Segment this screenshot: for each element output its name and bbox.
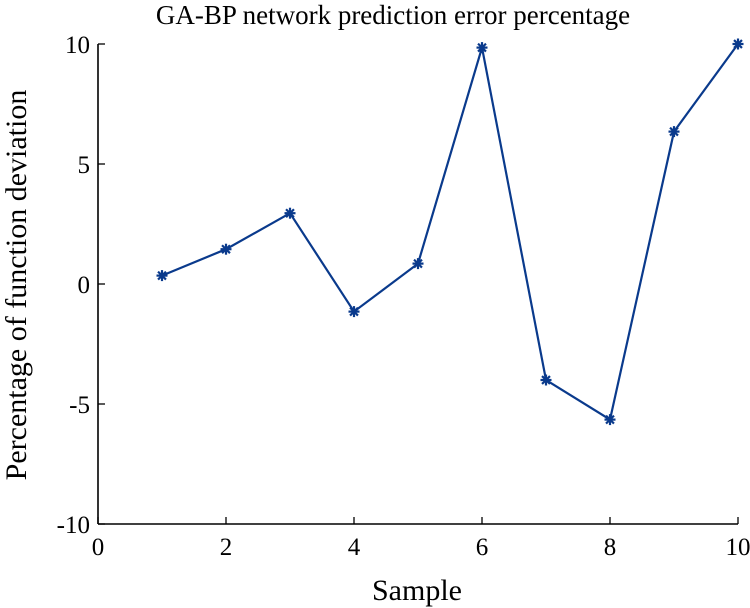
- data-point-marker: [412, 258, 424, 270]
- plot-axes: [97, 44, 738, 525]
- x-tick-label: 10: [726, 534, 750, 561]
- data-point-marker: [732, 38, 744, 50]
- x-tick-label: 6: [476, 534, 489, 561]
- x-tick-label: 4: [348, 534, 361, 561]
- y-tick-label: -10: [57, 512, 90, 539]
- data-point-marker: [284, 207, 296, 219]
- y-tick-label: 0: [78, 272, 91, 299]
- data-point-marker: [540, 374, 552, 386]
- series-layer: [156, 38, 744, 426]
- data-point-marker: [156, 270, 168, 282]
- data-point-marker: [476, 42, 488, 54]
- data-point-marker: [668, 126, 680, 138]
- y-tick-label: 5: [78, 152, 91, 179]
- data-point-marker: [348, 306, 360, 318]
- y-tick-label: 10: [65, 32, 90, 59]
- x-tick-label: 2: [220, 534, 233, 561]
- x-axis-label: Sample: [372, 574, 462, 607]
- chart-title: GA-BP network prediction error percentag…: [156, 0, 630, 30]
- y-axis-label: Percentage of function deviation: [0, 90, 33, 481]
- series-line: [161, 43, 739, 422]
- ticks: 0 2 4 6 8 10 -10 -5 0 5 10: [57, 32, 750, 561]
- data-point-marker: [604, 414, 616, 426]
- x-tick-label: 0: [92, 534, 105, 561]
- data-point-marker: [220, 243, 232, 255]
- y-tick-label: -5: [69, 392, 90, 419]
- x-tick-label: 8: [604, 534, 617, 561]
